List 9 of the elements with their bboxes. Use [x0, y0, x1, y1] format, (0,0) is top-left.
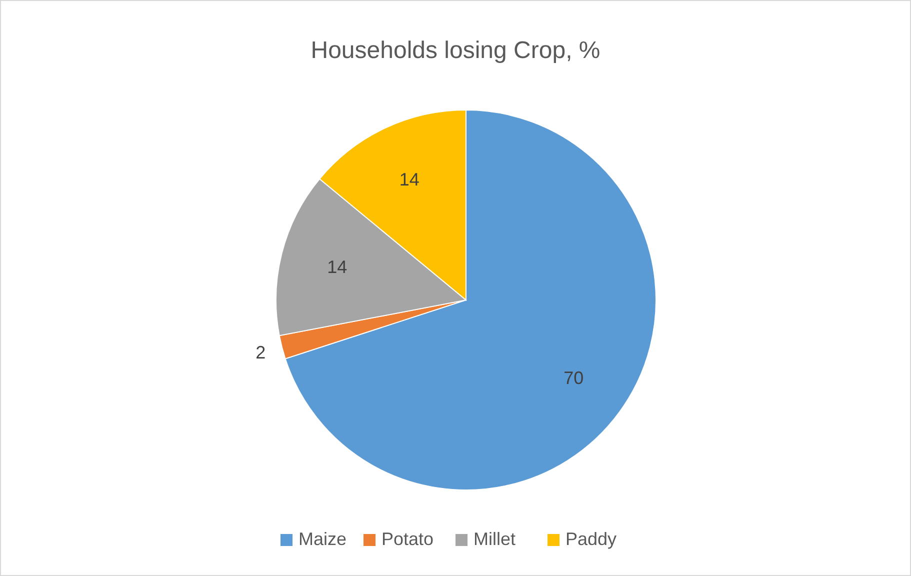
legend-label: Paddy: [566, 529, 617, 549]
data-label: 14: [327, 256, 348, 277]
data-label: 14: [399, 170, 420, 190]
legend-label: Millet: [474, 529, 516, 549]
data-label: 2: [256, 342, 266, 363]
chart-title: Households losing Crop, %: [310, 37, 600, 64]
legend-label: Potato: [382, 529, 434, 549]
legend-label: Maize: [298, 529, 347, 549]
data-label: 70: [564, 368, 584, 388]
